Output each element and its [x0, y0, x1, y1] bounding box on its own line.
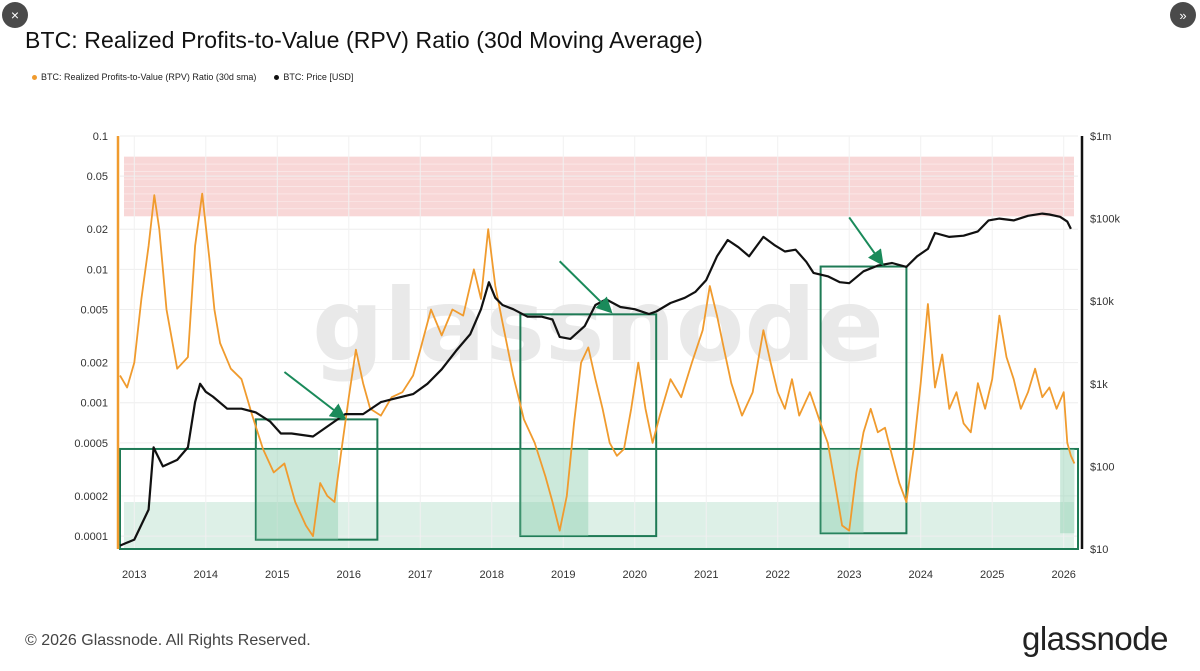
y-left-tick-label: 0.05	[87, 171, 108, 183]
y-left-tick-label: 0.002	[80, 358, 108, 370]
x-tick-label: 2015	[265, 569, 289, 581]
close-icon[interactable]: ×	[2, 2, 28, 28]
legend-label-price: BTC: Price [USD]	[283, 72, 354, 82]
legend-item-rpv[interactable]: BTC: Realized Profits-to-Value (RPV) Rat…	[32, 72, 256, 82]
arrow-2	[558, 260, 613, 314]
y-right-tick-label: $1m	[1090, 131, 1111, 143]
x-tick-label: 2024	[908, 569, 932, 581]
highlight-box-2	[519, 313, 658, 538]
chart-title: BTC: Realized Profits-to-Value (RPV) Rat…	[25, 27, 703, 53]
x-tick-label: 2020	[623, 569, 647, 581]
highlight-fill	[520, 448, 589, 537]
legend-item-price[interactable]: BTC: Price [USD]	[274, 72, 353, 82]
highlight-box-1	[254, 418, 379, 541]
highlight-box-3	[819, 265, 908, 535]
rpv-series-line	[119, 192, 1076, 537]
chart-canvas: glassnode 0.1 0.05 0.02 0.01 0.005 0.002 0.001…	[74, 131, 1120, 581]
arrow-3	[848, 216, 884, 267]
x-tick-label: 2025	[980, 569, 1004, 581]
y-left-tick-label: 0.005	[80, 305, 108, 317]
x-tick-label: 2023	[837, 569, 861, 581]
y-left-tick-label: 0.01	[87, 264, 108, 276]
y-left-tick-label: 0.02	[87, 224, 108, 236]
x-tick-label: 2019	[551, 569, 575, 581]
expand-icon[interactable]: »	[1170, 2, 1196, 28]
highlight-box-4	[119, 447, 1079, 550]
highlight-fill	[820, 448, 864, 534]
y-right-tick-label: $10	[1090, 544, 1108, 556]
footer-copyright: © 2026 Glassnode. All Rights Reserved.	[25, 632, 311, 649]
y-right-tick-label: $100k	[1090, 214, 1120, 226]
y-right-tick-label: $100	[1090, 461, 1114, 473]
x-tick-label: 2022	[765, 569, 789, 581]
y-left-tick-label: 0.0001	[74, 531, 108, 543]
arrow-1	[283, 371, 347, 420]
legend-dot-price-icon	[274, 74, 280, 80]
y-left-tick-label: 0.1	[93, 131, 108, 143]
y-right-tick-label: $10k	[1090, 296, 1114, 308]
x-tick-label: 2014	[194, 569, 218, 581]
legend-label-rpv: BTC: Realized Profits-to-Value (RPV) Rat…	[41, 72, 257, 82]
legend-dot-rpv-icon	[32, 74, 37, 80]
chart-legend: BTC: Realized Profits-to-Value (RPV) Rat…	[32, 72, 353, 82]
y-left-tick-label: 0.001	[80, 398, 108, 410]
x-tick-label: 2026	[1051, 569, 1075, 581]
x-tick-label: 2021	[694, 569, 718, 581]
footer-logo: glassnode	[1022, 620, 1168, 657]
y-left-tick-label: 0.0002	[74, 491, 108, 503]
chart-watermark: glassnode	[312, 267, 884, 384]
x-tick-label: 2016	[337, 569, 361, 581]
y-left-tick-label: 0.0005	[74, 438, 108, 450]
x-tick-label: 2013	[122, 569, 146, 581]
highlight-fill	[1060, 448, 1075, 534]
low-profit-zone	[124, 502, 1074, 549]
y-right-tick-label: $1k	[1090, 379, 1108, 391]
x-tick-label: 2018	[480, 569, 504, 581]
x-tick-label: 2017	[408, 569, 432, 581]
